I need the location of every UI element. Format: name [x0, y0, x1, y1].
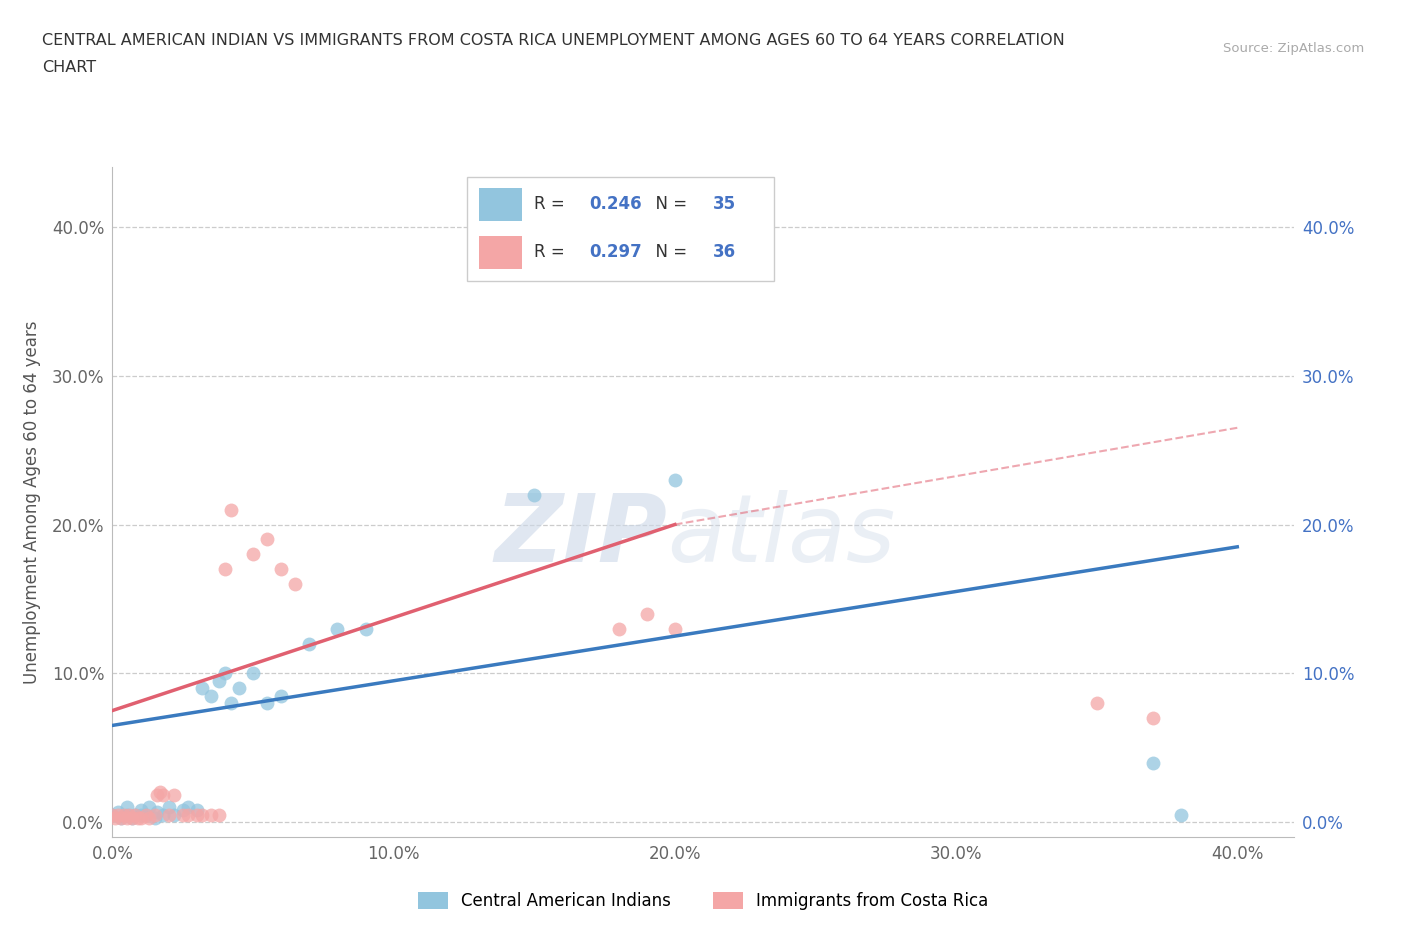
Text: CHART: CHART	[42, 60, 96, 75]
Point	[157, 800, 180, 815]
Point	[607, 621, 630, 636]
Point	[146, 788, 169, 803]
Point	[1142, 711, 1164, 725]
Point	[115, 807, 138, 822]
Point	[152, 788, 174, 803]
Point	[186, 803, 208, 817]
Point	[636, 606, 658, 621]
Point	[101, 807, 124, 822]
Point	[219, 502, 242, 517]
Point	[270, 688, 292, 703]
Point	[121, 810, 143, 825]
Point	[146, 804, 169, 819]
Point	[115, 810, 138, 825]
Point	[242, 666, 264, 681]
Point	[1085, 696, 1108, 711]
Point	[163, 807, 186, 822]
Point	[138, 810, 160, 825]
Point	[124, 807, 146, 822]
Legend: Central American Indians, Immigrants from Costa Rica: Central American Indians, Immigrants fro…	[411, 885, 995, 917]
Point	[284, 577, 307, 591]
Point	[101, 807, 124, 822]
Point	[138, 800, 160, 815]
Point	[135, 807, 157, 822]
Y-axis label: Unemployment Among Ages 60 to 64 years: Unemployment Among Ages 60 to 64 years	[22, 321, 41, 684]
Point	[115, 800, 138, 815]
Point	[121, 810, 143, 825]
Point	[110, 810, 132, 825]
Point	[172, 807, 194, 822]
Point	[112, 807, 135, 822]
Point	[523, 487, 546, 502]
Point	[129, 807, 152, 822]
Point	[157, 807, 180, 822]
Point	[256, 696, 278, 711]
Point	[143, 807, 166, 822]
Point	[177, 800, 200, 815]
Point	[163, 788, 186, 803]
Point	[270, 562, 292, 577]
Point	[129, 810, 152, 825]
Point	[118, 807, 141, 822]
Point	[208, 807, 231, 822]
Point	[242, 547, 264, 562]
Point	[107, 804, 129, 819]
Point	[124, 807, 146, 822]
Point	[186, 807, 208, 822]
Point	[200, 688, 222, 703]
Point	[256, 532, 278, 547]
Point	[191, 681, 214, 696]
Point	[129, 803, 152, 817]
Point	[104, 810, 127, 825]
Point	[208, 673, 231, 688]
Point	[326, 621, 349, 636]
Point	[191, 807, 214, 822]
Text: atlas: atlas	[668, 490, 896, 581]
Point	[1170, 807, 1192, 822]
Point	[354, 621, 377, 636]
Point	[172, 803, 194, 817]
Point	[110, 810, 132, 825]
Point	[298, 636, 321, 651]
Point	[177, 807, 200, 822]
Point	[664, 621, 686, 636]
Point	[149, 785, 172, 800]
Point	[664, 472, 686, 487]
Point	[152, 807, 174, 822]
Point	[228, 681, 250, 696]
Point	[107, 807, 129, 822]
Text: Source: ZipAtlas.com: Source: ZipAtlas.com	[1223, 42, 1364, 55]
Point	[214, 666, 236, 681]
Text: CENTRAL AMERICAN INDIAN VS IMMIGRANTS FROM COSTA RICA UNEMPLOYMENT AMONG AGES 60: CENTRAL AMERICAN INDIAN VS IMMIGRANTS FR…	[42, 33, 1064, 47]
Point	[1142, 755, 1164, 770]
Point	[143, 810, 166, 825]
Point	[219, 696, 242, 711]
Point	[200, 807, 222, 822]
Point	[127, 810, 149, 825]
Point	[135, 807, 157, 822]
Point	[214, 562, 236, 577]
Text: ZIP: ZIP	[495, 490, 668, 581]
